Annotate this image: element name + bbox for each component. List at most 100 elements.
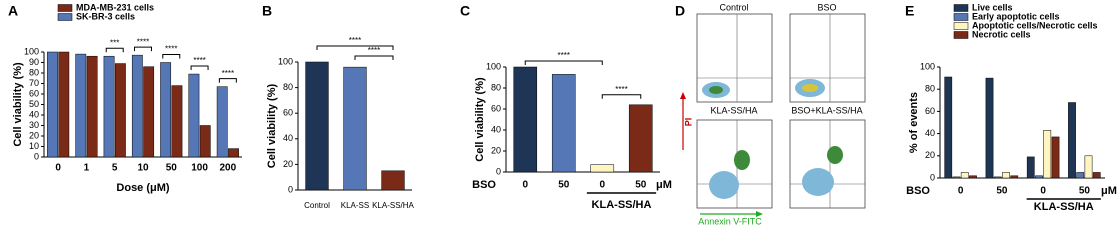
bar: [985, 77, 994, 179]
y-axis-label: Cell viability (%): [474, 77, 486, 162]
y-tick-label: 80: [283, 82, 293, 92]
flow-title: BSO: [817, 2, 836, 12]
y-tick-label: 100: [486, 61, 501, 71]
y-tick-label: 70: [29, 78, 39, 88]
bar: [513, 66, 538, 173]
x-tick-label: 50: [1079, 186, 1091, 197]
bar: [590, 164, 615, 173]
figure: D Control BSO KLA-SS/HA BSO+KLA-SS/HA PI…: [8, 2, 1117, 226]
bar: [944, 76, 953, 179]
y-tick-label: 20: [29, 130, 39, 140]
bar: [1051, 136, 1060, 179]
sig-bracket: [601, 94, 642, 99]
sig-label: ****: [165, 45, 177, 54]
sig-label: ****: [137, 37, 149, 46]
bracket-label: KLA-SS/HA: [592, 199, 652, 211]
x-tick-label: 50: [166, 163, 178, 174]
sig-bracket: [354, 55, 394, 60]
bar: [58, 51, 70, 158]
y-tick-label: 0: [496, 166, 501, 176]
bar: [171, 85, 183, 158]
sig-bracket: [190, 65, 209, 71]
bar: [103, 55, 115, 158]
bar: [1068, 102, 1076, 179]
bar: [1002, 172, 1010, 179]
unit-label: μM: [656, 179, 672, 191]
legend-label: Live cells: [972, 2, 1013, 12]
annexin-arrow-head: [756, 211, 763, 217]
x-tick-label: Control: [304, 201, 330, 210]
bar: [305, 61, 329, 191]
x-tick-label: 50: [996, 186, 1008, 197]
bar: [993, 176, 1002, 179]
flow-x-label: Annexin V-FITC: [698, 216, 762, 226]
y-tick-label: 40: [29, 109, 39, 119]
y-tick-label: 30: [29, 120, 39, 130]
sig-label: ****: [368, 46, 380, 55]
bar: [75, 53, 87, 158]
y-tick-label: 60: [29, 88, 39, 98]
x-tick-label: 200: [220, 163, 237, 174]
x-tick-label: 50: [558, 180, 570, 191]
panel-letter: E: [905, 3, 914, 19]
bar: [1026, 156, 1035, 179]
y-tick-label: 40: [283, 133, 293, 143]
sig-label: ****: [558, 51, 570, 60]
panel-letter: D: [675, 3, 685, 19]
bar: [216, 86, 228, 158]
legend-swatch: [953, 13, 969, 21]
sig-bracket: [524, 60, 603, 65]
flow-plot: [789, 13, 866, 103]
flow-title: KLA-SS/HA: [710, 105, 757, 115]
x-tick-label: 0: [958, 186, 964, 197]
flow-plot: [696, 119, 773, 209]
flow-title: Control: [719, 2, 748, 12]
y-tick-label: 60: [491, 103, 501, 113]
y-tick-label: 60: [283, 108, 293, 118]
y-tick-label: 40: [491, 124, 501, 134]
sig-label: ****: [615, 85, 627, 94]
x-tick-label: 0: [522, 180, 528, 191]
bar: [952, 176, 961, 179]
bar: [343, 66, 367, 191]
panel-letter: C: [460, 3, 470, 19]
bar: [1035, 175, 1043, 179]
y-tick-label: 20: [925, 150, 935, 160]
y-tick-label: 10: [29, 141, 39, 151]
sig-bracket: [316, 45, 394, 50]
panel-letter: B: [262, 3, 272, 19]
group-label: BSO: [472, 179, 496, 191]
legend-swatch: [953, 31, 969, 39]
flow-plots: [696, 13, 866, 209]
legend-label: MDA-MB-231 cells: [76, 2, 154, 12]
x-tick-label: 100: [191, 163, 208, 174]
y-axis-label: % of events: [908, 92, 920, 153]
sig-label: ****: [222, 69, 234, 78]
bar: [86, 55, 98, 158]
group-label: BSO: [906, 185, 930, 197]
y-axis-label: Cell viability (%): [266, 83, 278, 168]
x-tick-label: 0: [1040, 186, 1046, 197]
bar: [551, 74, 576, 173]
flow-plot: [696, 13, 773, 103]
bar: [1076, 172, 1085, 179]
legend-label: Early apoptotic cells: [972, 11, 1060, 21]
y-axis-label: Cell viability (%): [12, 62, 24, 147]
bar: [628, 104, 653, 173]
y-tick-label: 80: [29, 67, 39, 77]
x-axis-label: Dose (μM): [116, 182, 170, 194]
y-tick-label: 50: [29, 99, 39, 109]
bar: [1092, 172, 1101, 179]
sig-label: ****: [349, 36, 361, 45]
flow-title: BSO+KLA-SS/HA: [791, 105, 862, 115]
bar: [1010, 175, 1019, 179]
y-tick-label: 0: [288, 184, 293, 194]
legend-swatch: [953, 4, 969, 12]
y-tick-label: 0: [34, 151, 39, 161]
sig-bracket: [105, 47, 124, 53]
bar: [199, 125, 211, 158]
flow-y-label: PI: [683, 118, 693, 127]
flow-plot: [789, 119, 866, 209]
bar: [160, 62, 172, 158]
sig-bracket: [162, 54, 181, 59]
